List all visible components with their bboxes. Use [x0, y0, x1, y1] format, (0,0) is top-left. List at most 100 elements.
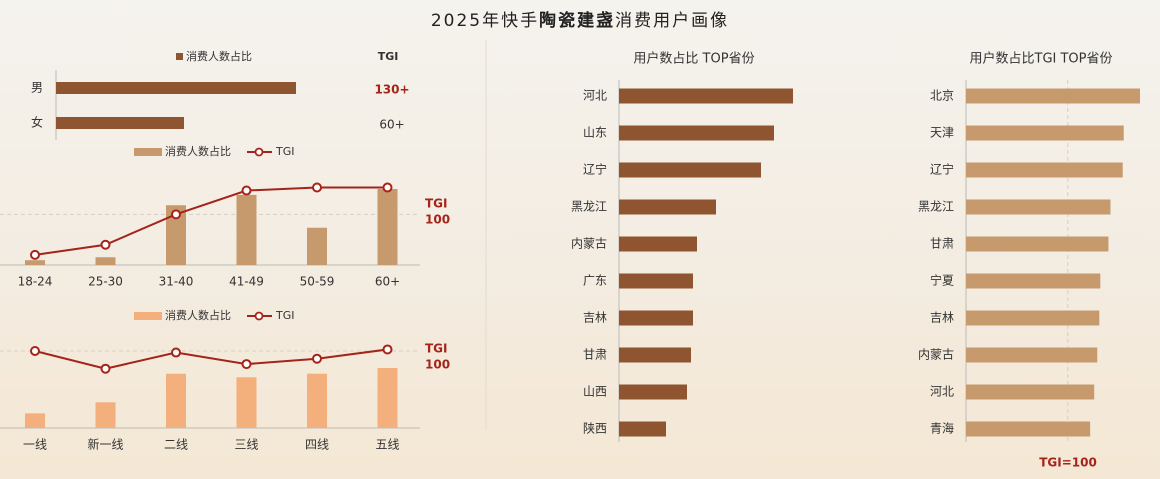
- age-x-tick-label: 60+: [375, 275, 400, 289]
- province_share-bar: [619, 273, 693, 289]
- province_tgi-bar: [966, 125, 1124, 141]
- province_tgi-category-label: 甘肃: [930, 237, 954, 251]
- age-x-tick-label: 25-30: [88, 275, 123, 289]
- city_tier-bar: [166, 373, 186, 428]
- city_tier-tgi-ref-label: TGI: [425, 342, 448, 356]
- age-x-tick-label: 18-24: [18, 275, 53, 289]
- age-tgi-point: [382, 182, 393, 193]
- province_share-category-label: 广东: [583, 274, 607, 288]
- city_tier-tgi-point: [30, 346, 40, 356]
- gender-tgi-value: 130+: [374, 83, 409, 97]
- age-bar: [307, 227, 327, 265]
- age-tgi-point: [312, 182, 322, 193]
- province_tgi-category-label: 河北: [930, 385, 954, 399]
- legend-label-share: 消费人数占比: [186, 49, 252, 63]
- age-tgi-ref-value: 100: [425, 213, 450, 227]
- city_tier-x-tick-label: 新一线: [87, 437, 123, 452]
- gender-category-label: 女: [31, 115, 43, 130]
- city_tier-legend-swatch-share: [134, 312, 162, 320]
- province_tgi-bar: [966, 273, 1101, 289]
- age-x-tick-label: 31-40: [159, 275, 194, 289]
- city_tier-bar: [307, 373, 327, 428]
- city_tier-legend-label-share: 消费人数占比: [165, 308, 231, 322]
- province_tgi-category-label: 青海: [930, 421, 954, 436]
- city_tier-legend-label-tgi: TGI: [275, 309, 295, 322]
- city_tier-bar: [377, 368, 398, 428]
- province_tgi-bar: [966, 421, 1091, 437]
- gender-category-label: 男: [31, 81, 43, 95]
- province-tgi-ref-label: TGI=100: [1039, 456, 1097, 470]
- age-tgi-point: [241, 185, 252, 196]
- city_tier-bar: [95, 402, 116, 428]
- age-x-tick-label: 41-49: [229, 275, 264, 289]
- age-legend-swatch-share: [134, 148, 162, 156]
- city_tier-tgi-line: [34, 348, 388, 370]
- province_share-category-label: 辽宁: [583, 162, 607, 177]
- city_tier-tgi-point: [100, 363, 111, 374]
- gender-tgi-value: 60+: [379, 118, 404, 132]
- province_share-bar: [619, 347, 691, 363]
- age-legend-label-share: 消费人数占比: [165, 144, 231, 158]
- city_tier-bar: [236, 377, 257, 428]
- age-tgi-point: [100, 239, 111, 250]
- province_share-category-label: 甘肃: [583, 348, 607, 362]
- age-legend-label-tgi: TGI: [275, 145, 295, 158]
- province_tgi-category-label: 内蒙古: [918, 347, 954, 362]
- province_tgi-bar: [966, 384, 1095, 400]
- province_tgi-category-label: 宁夏: [930, 273, 954, 288]
- city_tier-tgi-point: [171, 347, 181, 358]
- city_tier-x-tick-label: 二线: [164, 438, 188, 452]
- city_tier-bar: [25, 413, 45, 428]
- city_tier-x-tick-label: 三线: [234, 438, 258, 452]
- gender-bar: [56, 117, 184, 129]
- tgi-column-header: TGI: [378, 50, 399, 63]
- province_share-category-label: 内蒙古: [571, 236, 607, 251]
- province_share-category-label: 河北: [583, 89, 607, 103]
- age-bar: [25, 260, 45, 265]
- age-bar: [95, 257, 116, 265]
- province_share-bar: [619, 384, 687, 400]
- title-suffix: 消费用户画像: [615, 11, 730, 31]
- province_tgi-title: 用户数占比TGI TOP省份: [970, 51, 1113, 67]
- province_share-title: 用户数占比 TOP省份: [633, 51, 754, 67]
- age-bar: [236, 194, 257, 265]
- title-prefix: 2025年快手: [430, 11, 540, 31]
- province_tgi-category-label: 天津: [930, 126, 954, 140]
- title-product: 陶瓷建盏: [539, 11, 616, 31]
- province_share-bar: [619, 162, 761, 178]
- city_tier-tgi-point: [241, 359, 252, 370]
- province_tgi-bar: [966, 236, 1109, 252]
- province_share-category-label: 山西: [583, 385, 607, 399]
- province_share-category-label: 山东: [583, 126, 607, 140]
- city_tier-x-tick-label: 一线: [23, 438, 47, 452]
- age-tgi-line: [34, 186, 388, 256]
- province_share-bar: [619, 125, 774, 141]
- province_tgi-category-label: 黑龙江: [918, 200, 954, 214]
- province_share-bar: [619, 199, 716, 215]
- province_share-category-label: 吉林: [583, 311, 607, 325]
- age-tgi-point: [171, 209, 181, 220]
- province_tgi-bar: [966, 88, 1140, 104]
- city_tier-x-tick-label: 四线: [305, 438, 329, 452]
- city_tier-legend-marker-tgi: [254, 311, 264, 321]
- age-legend-marker-tgi: [254, 147, 264, 157]
- province_tgi-bar: [966, 347, 1098, 363]
- province_tgi-category-label: 辽宁: [930, 162, 954, 177]
- age-bar: [377, 189, 398, 265]
- province_share-bar: [619, 88, 793, 104]
- province_tgi-category-label: 北京: [930, 89, 954, 103]
- province_tgi-bar: [966, 310, 1100, 326]
- age-tgi-point: [30, 249, 40, 260]
- province_share-bar: [619, 236, 697, 252]
- province_share-bar: [619, 421, 666, 437]
- city_tier-tgi-point: [382, 344, 393, 355]
- city_tier-tgi-point: [312, 353, 322, 364]
- province_share-bar: [619, 310, 693, 326]
- province_tgi-bar: [966, 162, 1123, 178]
- province_share-category-label: 黑龙江: [571, 200, 607, 214]
- gender-bar: [56, 82, 296, 94]
- age-tgi-ref-label: TGI: [425, 197, 448, 211]
- age-bar: [166, 205, 186, 265]
